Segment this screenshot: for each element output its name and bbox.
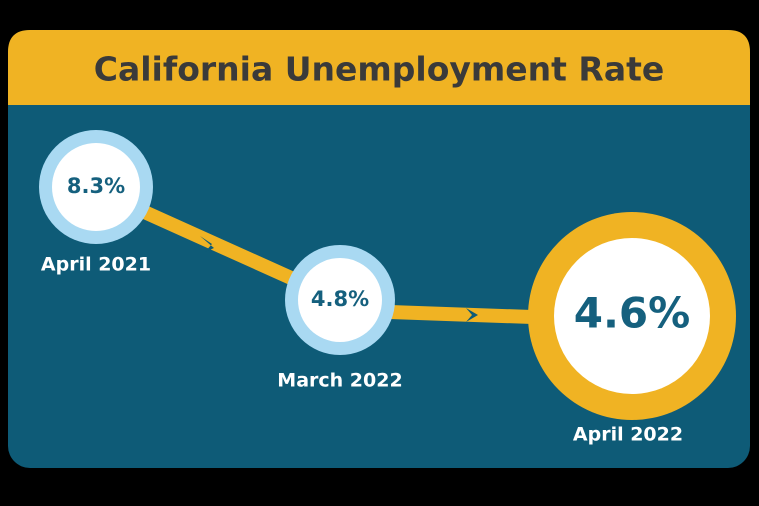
node-value: 4.8%: [311, 287, 369, 311]
node-center: [554, 238, 710, 394]
node-value: 8.3%: [67, 174, 125, 198]
node-label: April 2022: [573, 424, 683, 446]
node-label: April 2021: [41, 254, 151, 276]
chevron: [466, 308, 478, 322]
node-center: [52, 143, 140, 231]
node-value: 4.6%: [574, 289, 690, 338]
chevron: [200, 236, 214, 252]
chevrons: [200, 236, 478, 322]
title: California Unemployment Rate: [94, 50, 665, 89]
node-center: [298, 258, 382, 342]
connector: [133, 203, 307, 289]
node-label: March 2022: [277, 370, 402, 392]
header-band: [8, 30, 750, 105]
